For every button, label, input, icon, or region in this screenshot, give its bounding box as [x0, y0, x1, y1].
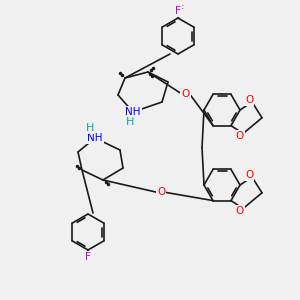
Text: H: H: [126, 117, 134, 127]
Text: F: F: [178, 5, 184, 15]
Text: NH: NH: [87, 133, 103, 143]
Text: NH: NH: [125, 107, 141, 117]
Text: F: F: [85, 252, 91, 262]
Text: O: O: [236, 206, 244, 216]
Text: O: O: [182, 89, 190, 99]
Text: O: O: [236, 130, 244, 141]
Text: O: O: [245, 170, 253, 180]
Text: F: F: [175, 6, 181, 16]
Text: H: H: [86, 123, 94, 133]
Text: O: O: [157, 187, 165, 197]
Text: O: O: [245, 95, 253, 105]
